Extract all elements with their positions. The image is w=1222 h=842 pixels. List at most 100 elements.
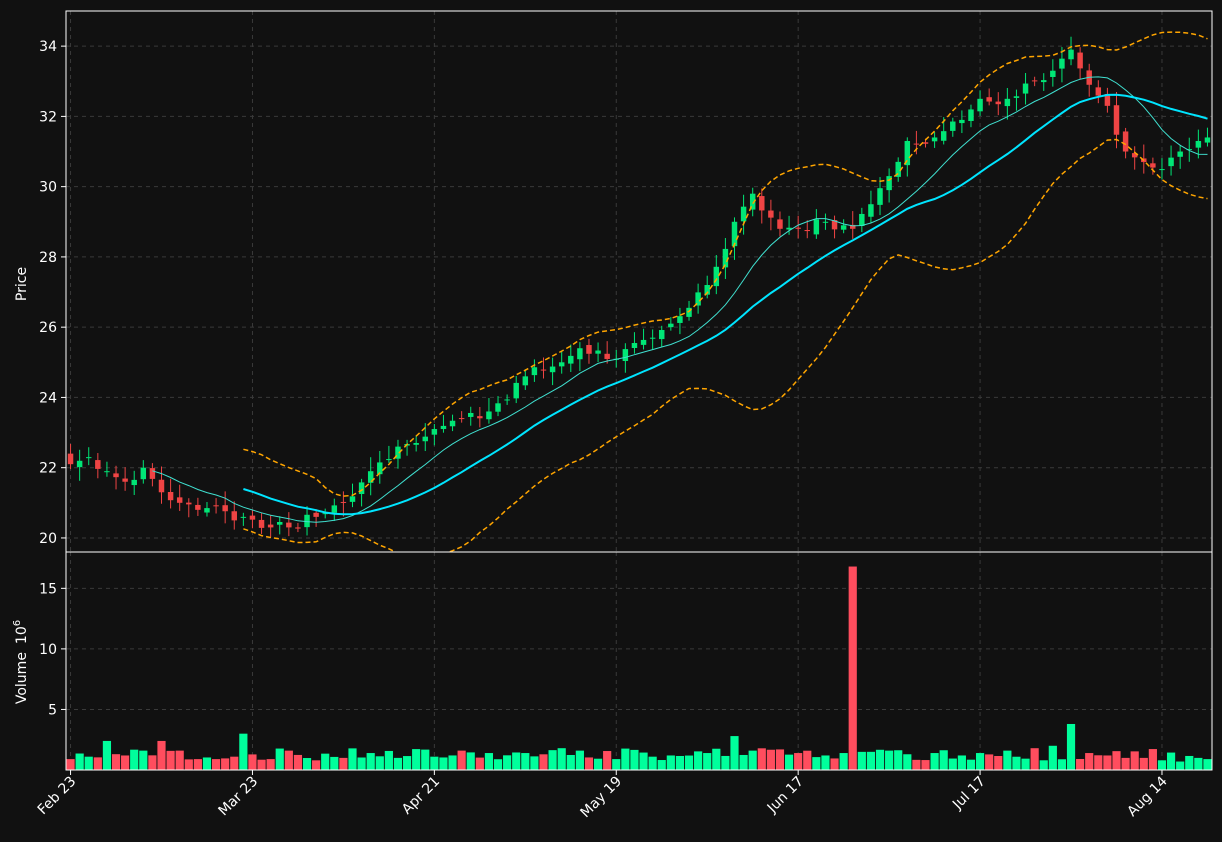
candle-body-19 xyxy=(240,516,247,518)
candle-body-99 xyxy=(968,109,974,121)
volume-bar-92 xyxy=(903,754,912,770)
volume-bar-34 xyxy=(375,756,384,770)
volume-bar-29 xyxy=(330,756,339,770)
candle-body-20 xyxy=(249,515,256,520)
volume-bar-110 xyxy=(1066,723,1076,770)
volume-bar-67 xyxy=(675,755,685,770)
candle-body-31 xyxy=(349,496,356,502)
volume-bar-113 xyxy=(1094,755,1103,770)
volume-bar-122 xyxy=(1176,761,1185,770)
candle-body-1 xyxy=(76,460,83,468)
candle-body-35 xyxy=(386,459,392,461)
volume-bar-15 xyxy=(202,757,212,770)
candle-body-97 xyxy=(950,121,956,131)
candle-body-18 xyxy=(231,511,237,521)
moving-average-slow-line xyxy=(243,93,1208,516)
candle-body-4 xyxy=(104,471,110,473)
volume-bar-4 xyxy=(102,740,112,770)
volume-bar-6 xyxy=(121,755,130,770)
candle-body-5 xyxy=(113,473,119,478)
volume-bar-77 xyxy=(766,749,775,770)
volume-bar-35 xyxy=(384,750,393,770)
price-tick-label-2: 24 xyxy=(39,390,57,406)
price-y-axis: 20 22 24 26 28 30 32 34 xyxy=(39,39,66,547)
volume-bar-72 xyxy=(721,755,730,770)
candle-body-53 xyxy=(549,366,556,373)
candle-body-9 xyxy=(149,468,156,479)
volume-bar-87 xyxy=(857,751,866,770)
candle-body-108 xyxy=(1050,70,1056,77)
volume-bar-12 xyxy=(175,750,184,770)
candlestick-series xyxy=(67,36,1211,537)
price-tick-label-1: 22 xyxy=(39,461,57,477)
candle-body-71 xyxy=(713,266,720,287)
volume-bar-71 xyxy=(712,748,721,770)
candle-body-13 xyxy=(186,502,192,505)
candle-body-94 xyxy=(922,142,929,144)
candle-body-117 xyxy=(1131,153,1138,158)
candle-body-47 xyxy=(495,403,501,412)
volume-bar-16 xyxy=(211,759,221,770)
volume-bar-27 xyxy=(312,760,321,770)
candle-body-55 xyxy=(568,355,574,364)
volume-bar-100 xyxy=(975,753,985,770)
volume-bar-18 xyxy=(230,756,239,770)
candle-body-125 xyxy=(1204,137,1211,143)
candle-body-62 xyxy=(631,342,638,349)
volume-bar-108 xyxy=(1048,745,1057,770)
volume-bar-79 xyxy=(784,754,794,770)
candle-body-8 xyxy=(140,467,147,480)
candle-body-102 xyxy=(995,101,1001,105)
candle-body-75 xyxy=(749,193,756,210)
volume-bar-106 xyxy=(1030,748,1039,770)
candle-body-40 xyxy=(431,429,438,435)
volume-bar-84 xyxy=(830,758,839,770)
candle-body-3 xyxy=(95,460,101,469)
candle-body-101 xyxy=(986,97,992,102)
volume-bar-66 xyxy=(666,755,675,770)
candle-body-67 xyxy=(677,316,683,323)
candle-body-76 xyxy=(759,196,765,211)
candle-body-65 xyxy=(659,330,665,340)
volume-bar-95 xyxy=(930,753,939,770)
candle-body-66 xyxy=(668,323,674,328)
volume-bar-64 xyxy=(648,756,657,770)
volume-bar-85 xyxy=(839,753,848,770)
candle-body-107 xyxy=(1041,80,1047,83)
volume-bar-52 xyxy=(539,754,548,770)
candle-body-82 xyxy=(813,219,820,235)
candle-body-113 xyxy=(1095,87,1102,96)
moving-average-fast-line xyxy=(152,76,1208,523)
candle-body-122 xyxy=(1177,151,1183,157)
volume-bar-31 xyxy=(348,748,357,770)
volume-bar-117 xyxy=(1130,751,1139,770)
candle-body-56 xyxy=(577,348,583,360)
candle-body-85 xyxy=(840,225,847,230)
volume-bar-125 xyxy=(1203,759,1212,770)
volume-bar-88 xyxy=(866,751,876,770)
candle-body-114 xyxy=(1104,94,1111,106)
candle-body-2 xyxy=(86,457,92,459)
candle-body-41 xyxy=(440,425,447,430)
candle-body-21 xyxy=(258,519,265,528)
candle-body-44 xyxy=(468,412,474,417)
candle-body-116 xyxy=(1122,131,1129,152)
volume-bar-14 xyxy=(193,759,202,770)
volume-bar-98 xyxy=(957,755,966,770)
candle-body-17 xyxy=(222,505,228,512)
volume-bar-121 xyxy=(1166,752,1176,770)
volume-bar-93 xyxy=(912,759,921,770)
volume-bar-115 xyxy=(1112,751,1121,770)
volume-bar-46 xyxy=(484,753,494,770)
volume-tick-label-1: 10 xyxy=(39,642,57,658)
candle-body-98 xyxy=(959,119,965,124)
candle-body-78 xyxy=(777,219,783,229)
candle-body-33 xyxy=(367,471,374,483)
candle-body-69 xyxy=(695,292,701,306)
candle-body-72 xyxy=(722,248,729,268)
candle-body-6 xyxy=(122,478,128,482)
candle-body-109 xyxy=(1059,58,1065,69)
volume-bar-9 xyxy=(148,755,157,770)
candle-body-25 xyxy=(295,527,301,529)
